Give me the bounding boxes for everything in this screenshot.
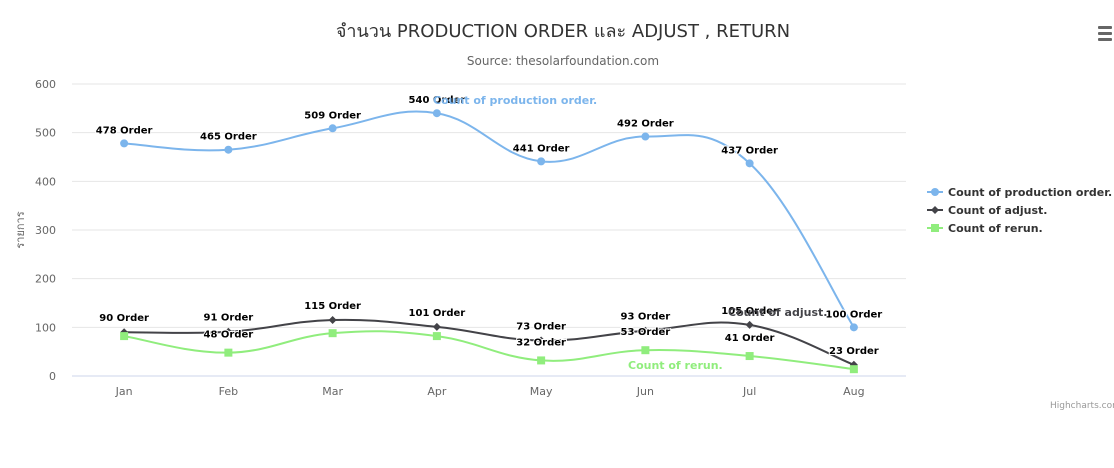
data-point: [224, 348, 233, 357]
y-tick-label: 500: [35, 127, 56, 140]
data-label: 437 Order: [721, 145, 778, 156]
data-point: [745, 352, 754, 361]
legend-symbol: [931, 206, 939, 214]
data-label: 73 Order: [516, 321, 566, 332]
x-tick-label: Apr: [427, 385, 447, 398]
data-point: [328, 316, 337, 325]
data-point: [120, 139, 129, 148]
data-label: 441 Order: [513, 143, 570, 154]
x-tick-label: Mar: [322, 385, 343, 398]
legend-item[interactable]: Count of rerun.: [927, 222, 1043, 235]
data-point: [537, 356, 546, 365]
data-label: 492 Order: [617, 119, 674, 130]
data-point: [641, 346, 650, 355]
data-label: 32 Order: [516, 337, 566, 348]
chart-subtitle: Source: thesolarfoundation.com: [467, 54, 659, 68]
chart-title: จำนวน PRODUCTION ORDER และ ADJUST , RETU…: [336, 21, 790, 42]
data-labels: 478 Order 465 Order 509 Order 540 Order 441 …: [95, 94, 883, 358]
series-markers: [120, 109, 858, 374]
data-point: [849, 323, 858, 332]
grid-lines: [72, 83, 906, 377]
data-point: [849, 365, 858, 374]
data-label: 41 Order: [725, 333, 775, 344]
x-tick-label: Jun: [636, 385, 654, 398]
data-label: 48 Order: [204, 330, 254, 341]
y-tick-label: 0: [49, 370, 56, 383]
credits[interactable]: Highcharts.com: [1050, 401, 1114, 411]
legend-label: Count of adjust.: [948, 204, 1047, 217]
series-annotations: Count of production order. Count of adjus…: [433, 94, 827, 372]
data-point: [432, 322, 441, 331]
legend[interactable]: Count of production order. Count of adjus…: [927, 186, 1112, 235]
data-label: 100 Order: [826, 309, 883, 320]
y-tick-label: 100: [35, 321, 56, 334]
x-axis-ticks: Jan Feb Mar Apr May Jun Jul Aug: [115, 385, 865, 398]
data-label: 105 Order: [721, 306, 778, 317]
y-axis-title: รายการ: [14, 211, 27, 248]
data-point: [224, 145, 233, 154]
data-point: [328, 124, 337, 133]
data-point: [537, 157, 546, 166]
data-label: 465 Order: [200, 132, 257, 143]
data-label: 478 Order: [96, 125, 153, 136]
data-label: 90 Order: [99, 313, 149, 324]
data-label: 23 Order: [829, 346, 879, 357]
y-axis-ticks: 0 100 200 300 400 500 600: [35, 78, 56, 383]
data-point: [432, 109, 441, 118]
x-tick-label: Aug: [843, 385, 864, 398]
data-point: [328, 329, 337, 338]
data-point: [120, 332, 129, 341]
legend-item[interactable]: Count of production order.: [927, 186, 1112, 199]
x-tick-label: Jan: [115, 385, 133, 398]
x-tick-label: Jul: [742, 385, 756, 398]
legend-symbol: [931, 224, 939, 232]
data-label: 540 Order: [409, 95, 466, 106]
series-line: [124, 318, 855, 366]
series-annotation: Count of rerun.: [628, 359, 723, 372]
data-point: [432, 332, 441, 341]
legend-label: Count of rerun.: [948, 222, 1043, 235]
series-line: [124, 110, 855, 328]
y-tick-label: 200: [35, 273, 56, 286]
y-tick-label: 600: [35, 78, 56, 91]
menu-icon[interactable]: [1098, 26, 1112, 42]
data-label: 91 Order: [204, 313, 254, 324]
data-point: [641, 132, 650, 141]
y-tick-label: 300: [35, 224, 56, 237]
data-label: 509 Order: [304, 110, 361, 121]
x-tick-label: Feb: [219, 385, 238, 398]
series-line: [123, 330, 855, 371]
data-label: 115 Order: [304, 301, 361, 312]
series-annotation: Count of production order.: [433, 94, 597, 107]
x-tick-label: May: [530, 385, 553, 398]
data-point: [224, 327, 233, 336]
data-point: [537, 336, 546, 345]
data-label: 53 Order: [621, 327, 671, 338]
legend-label: Count of production order.: [948, 186, 1112, 199]
y-tick-label: 400: [35, 175, 56, 188]
series-annotation: Count of adjust.: [728, 306, 827, 319]
data-point: [641, 326, 650, 335]
legend-symbol: [931, 188, 939, 196]
data-point: [745, 320, 754, 329]
data-label: 101 Order: [409, 308, 466, 319]
data-label: 93 Order: [621, 312, 671, 323]
data-point: [745, 159, 754, 168]
legend-item[interactable]: Count of adjust.: [927, 204, 1047, 217]
